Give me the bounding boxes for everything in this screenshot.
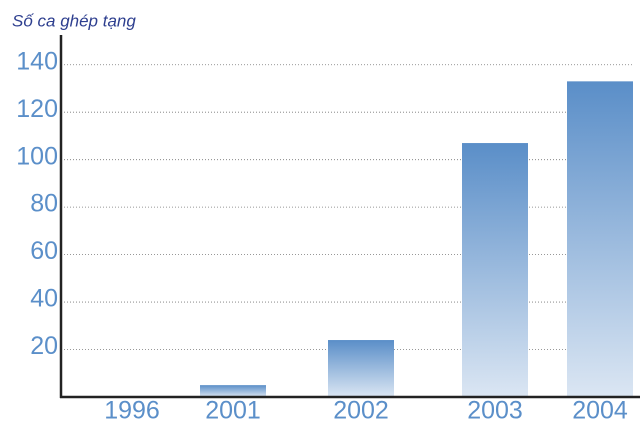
chart-title: Số ca ghép tạng [12,11,136,30]
y-tick-label: 40 [30,285,58,313]
x-tick-label: 2004 [572,397,628,425]
bar [567,81,633,397]
bar [200,385,266,397]
bar [328,340,394,397]
y-tick-label: 140 [16,47,58,75]
x-tick-label: 2002 [333,397,389,425]
y-tick-label: 60 [30,237,58,265]
x-tick-label: 1996 [104,397,160,425]
x-tick-label: 2001 [205,397,261,425]
y-tick-label: 120 [16,95,58,123]
y-tick-label: 100 [16,142,58,170]
x-tick-label: 2003 [467,397,523,425]
bar [462,143,528,397]
y-tick-label: 20 [30,332,58,360]
y-tick-label: 80 [30,190,58,218]
